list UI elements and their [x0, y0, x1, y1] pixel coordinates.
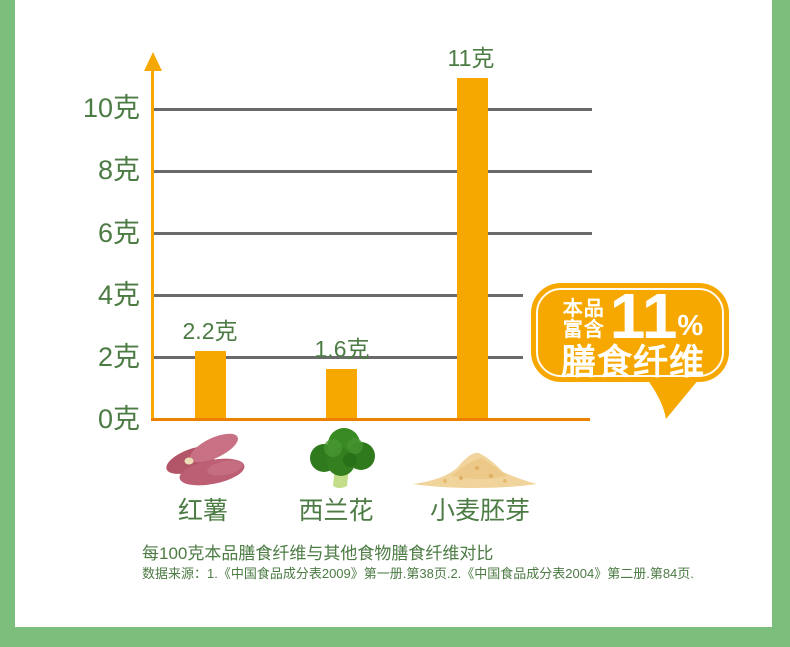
bar-broccoli [326, 369, 357, 419]
y-axis-arrow-icon [144, 52, 162, 71]
callout-prefix-line2: 富含 [562, 319, 605, 341]
y-axis-line [151, 66, 154, 420]
gridline-6g [152, 232, 592, 235]
callout-bubble: 本品 富含 11 % 膳食纤维 [531, 283, 729, 382]
value-label-broccoli: 1.6克 [314, 336, 370, 362]
callout-prefix: 本品 富含 [563, 299, 605, 341]
frame-right-bar [772, 0, 790, 647]
callout-content: 本品 富含 11 % 膳食纤维 [531, 283, 729, 382]
category-label-broccoli: 西兰花 [298, 497, 374, 525]
y-tick-0g: 0克 [97, 404, 140, 434]
bar-sweet-potato [195, 351, 226, 419]
frame-bottom-bar [0, 627, 790, 647]
bars-container: 2.2克 1.6克 11克 [182, 45, 495, 419]
callout-big-number: 11 [609, 280, 678, 352]
callout-prefix-line1: 本品 [562, 298, 605, 320]
x-axis-baseline [151, 418, 590, 421]
sweet-potato-icon [166, 433, 245, 486]
gridline-4g [152, 294, 523, 297]
value-label-wheat-germ: 11克 [447, 45, 495, 71]
callout-suffix: 膳食纤维 [560, 342, 705, 382]
y-tick-10g: 10克 [82, 93, 140, 123]
bar-wheat-germ [457, 78, 488, 419]
callout-percent-sign: % [677, 310, 704, 342]
wheat-germ-icon [413, 452, 537, 488]
category-label-sweet-potato: 红薯 [177, 497, 229, 525]
gridline-10g [152, 108, 592, 111]
category-label-wheat-germ: 小麦胚芽 [429, 497, 531, 525]
broccoli-icon [310, 428, 375, 488]
chart-title: 每100克本品膳食纤维与其他食物膳食纤维对比 [142, 544, 494, 563]
y-tick-2g: 2克 [97, 342, 140, 372]
callout-tail [647, 379, 699, 419]
y-tick-8g: 8克 [97, 155, 140, 185]
gridline-8g [152, 170, 592, 173]
data-source: 数据来源：1.《中国食品成分表2009》第一册.第38页.2.《中国食品成分表2… [142, 566, 694, 581]
frame-left-bar [0, 0, 15, 647]
value-label-sweet-potato: 2.2克 [182, 318, 238, 344]
y-tick-4g: 4克 [97, 280, 140, 310]
gridline-2g [152, 356, 523, 359]
y-tick-6g: 6克 [97, 218, 140, 248]
